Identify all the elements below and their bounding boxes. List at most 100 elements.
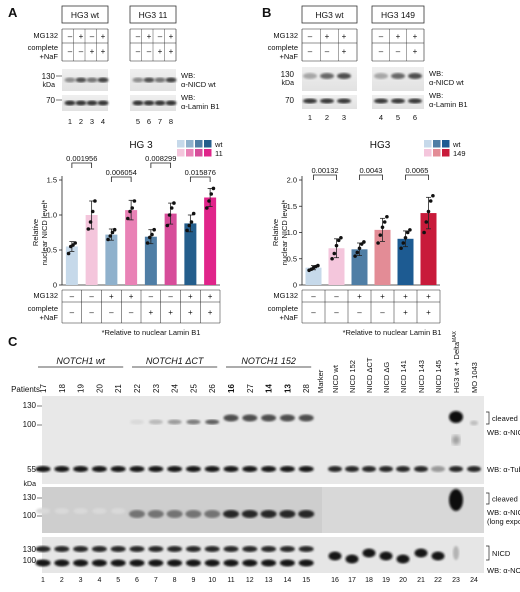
nicd-band	[86, 77, 98, 83]
nicd-band	[261, 414, 277, 422]
notch-band	[35, 559, 51, 567]
mg132-mark: –	[70, 292, 75, 301]
mg132-mark: –	[334, 292, 339, 301]
p-value-label: 0.00132	[311, 166, 338, 175]
lane-number: 11	[227, 577, 234, 584]
tubulin-band	[167, 466, 183, 472]
nicd-band-long	[204, 510, 221, 518]
data-point	[145, 241, 150, 245]
lane-number: 5	[116, 577, 120, 584]
mw-130: 130	[42, 72, 56, 81]
patient-id: 17	[39, 384, 48, 393]
row-label-complete: complete	[268, 43, 298, 52]
row-label-mg132: MG132	[33, 31, 58, 40]
notch-band	[129, 546, 145, 552]
lane-header: HG3 wt + DeltaMAX	[452, 330, 461, 393]
mw-100: 100	[23, 420, 37, 429]
nicd-band-long	[111, 508, 126, 514]
lane-number: 12	[246, 577, 254, 584]
lamin-band	[97, 100, 109, 106]
wb-notch1-label: WB: α-NOTCH1*	[487, 566, 520, 575]
notch-band	[73, 559, 89, 567]
mg132-mark: +	[325, 32, 330, 41]
legend-swatch	[195, 149, 203, 157]
lane-header: NICD 141	[399, 360, 408, 393]
legend-label: 149	[453, 149, 466, 158]
data-point	[316, 263, 320, 268]
legend-swatch	[186, 149, 194, 157]
wb-nicd-label: α-NICD wt	[181, 80, 217, 89]
data-point	[385, 214, 389, 219]
notch-band	[204, 546, 220, 552]
notch-band	[91, 546, 107, 552]
band-bracket	[486, 545, 490, 561]
data-point	[357, 246, 362, 251]
legend-swatch	[442, 140, 450, 148]
patient-id: 28	[302, 384, 311, 393]
band-bracket	[486, 411, 490, 425]
mg132-mark: +	[101, 32, 106, 41]
data-point	[408, 228, 412, 232]
cleaved-nicd-label: cleaved NICD	[492, 414, 520, 423]
y-tick-label: 1.5	[47, 176, 57, 185]
cell-line-label: HG3 11	[139, 10, 168, 20]
legend-swatch	[433, 149, 441, 157]
nicd-band	[391, 73, 405, 79]
row-label-complete: complete	[28, 43, 58, 52]
data-point	[189, 220, 194, 224]
mw-100: 100	[23, 511, 37, 520]
row-label-naf: +NaF	[279, 313, 298, 322]
tubulin-band	[91, 466, 107, 472]
lane-number: 2	[60, 577, 64, 584]
nicd-band-long	[147, 510, 164, 518]
patient-id: 27	[246, 384, 255, 393]
delta-superscript: MAX	[452, 330, 458, 342]
bar-4	[125, 210, 138, 285]
data-point	[382, 220, 387, 224]
mg132-mark: +	[109, 292, 114, 301]
mg132-mark: –	[308, 32, 313, 41]
tubulin-band	[396, 466, 410, 472]
data-point	[110, 230, 115, 235]
bar-7	[184, 223, 197, 285]
tubulin-band	[467, 466, 481, 472]
cell-line-label: HG3 149	[381, 10, 415, 20]
data-point	[128, 209, 132, 214]
patient-id: 16	[227, 384, 236, 393]
row-label-naf: +NaF	[279, 52, 298, 61]
notch-band	[242, 559, 258, 567]
data-point	[401, 241, 406, 245]
notch-band	[91, 559, 107, 567]
patient-id: 14	[265, 384, 274, 393]
wb-label: WB:	[429, 91, 443, 100]
nicd-band	[320, 73, 334, 79]
nicd-band-long	[36, 508, 50, 514]
nicd-band	[167, 419, 182, 425]
data-point	[112, 227, 117, 232]
lane-number: 9	[191, 577, 195, 584]
lamin-band	[408, 98, 422, 104]
legend-label: wt	[452, 140, 461, 149]
tubulin-band	[431, 466, 445, 472]
group-label: NOTCH1 152	[241, 356, 296, 366]
significance-bracket	[71, 162, 93, 168]
tubulin-band	[362, 466, 376, 472]
nicd-band	[337, 73, 351, 79]
nicd-label: NICD	[492, 549, 511, 558]
lamin-band	[337, 98, 351, 104]
data-point	[378, 233, 383, 237]
lane-number: 15	[302, 577, 310, 584]
significance-bracket	[313, 174, 337, 180]
mg132-mark: +	[129, 292, 134, 301]
lamin-band	[154, 100, 166, 106]
lane-number: 6	[147, 117, 151, 126]
nicd-band-long	[185, 510, 202, 518]
row-label-complete: complete	[268, 304, 298, 313]
naf-mark: –	[147, 47, 152, 56]
bar-5	[397, 238, 414, 285]
nicd-band	[165, 77, 177, 83]
p-value-label: 0.001956	[66, 154, 97, 163]
data-point	[339, 235, 343, 240]
data-point	[205, 206, 209, 210]
notch-band	[242, 546, 258, 552]
